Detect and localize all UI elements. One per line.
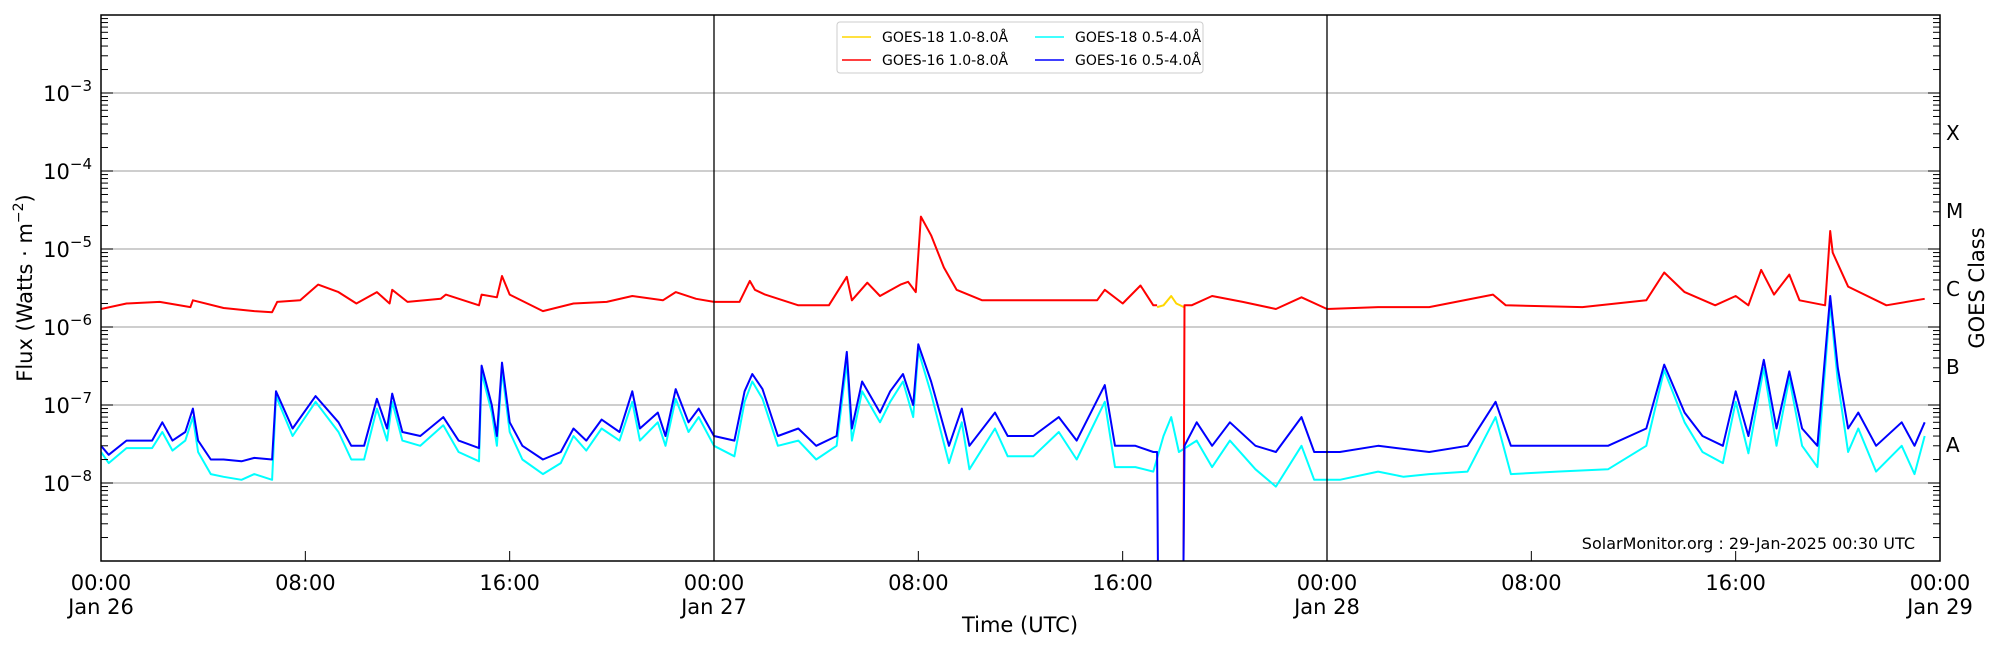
plot-frame (100, 14, 1941, 562)
goes-class-label: B (1946, 355, 1960, 379)
legend: GOES-18 1.0-8.0Å GOES-18 0.5-4.0Å GOES-16 … (836, 21, 1204, 74)
legend-label: GOES-18 0.5-4.0Å (1075, 29, 1201, 46)
x-tick-label: 16:00 (1092, 571, 1153, 595)
x-axis-label: Time (UTC) (961, 613, 1078, 637)
y-tick-label: 10−6 (43, 311, 92, 340)
y-tick-label: 10−7 (43, 389, 92, 418)
x-tick-label: 16:00 (1705, 571, 1766, 595)
x-tick-label: 16:00 (479, 571, 540, 595)
x-tick-label: 00:00 (1297, 571, 1358, 595)
legend-label: GOES-16 1.0-8.0Å (882, 52, 1008, 69)
legend-label: GOES-18 1.0-8.0Å (882, 29, 1008, 46)
x-tick-label: 00:00 (71, 571, 132, 595)
goes-class-axis-label: GOES Class (1965, 227, 1989, 348)
x-tick-label: 08:00 (888, 571, 949, 595)
x-tick-label: 00:00 (684, 571, 745, 595)
series-line (1156, 295, 1185, 309)
legend-box (836, 21, 1204, 74)
y-tick-label: 10−8 (43, 467, 92, 496)
series-line (101, 215, 1925, 561)
y-tick-label: 10−4 (43, 155, 92, 184)
x-tick-date-label: Jan 28 (1292, 595, 1360, 619)
x-tick-date-label: Jan 27 (679, 595, 747, 619)
grid-lines (101, 92, 1940, 484)
y-tick-label: 10−5 (43, 233, 92, 262)
x-tick-label: 08:00 (275, 571, 336, 595)
day-separators (713, 15, 1328, 561)
timestamp-annotation: SolarMonitor.org : 29-Jan-2025 00:30 UTC (1582, 534, 1915, 553)
x-tick-date-label: Jan 29 (1905, 595, 1973, 619)
goes-class-label: M (1946, 199, 1963, 223)
goes-class-label: C (1946, 277, 1960, 301)
series-line (101, 295, 1926, 561)
x-tick-label: 00:00 (1910, 571, 1971, 595)
legend-label: GOES-16 0.5-4.0Å (1075, 52, 1201, 69)
goes-class-label: X (1946, 121, 1960, 145)
series-lines (101, 215, 1926, 561)
y-axis-label: Flux (Watts · m−2) (11, 194, 37, 382)
x-tick-date-label: Jan 26 (66, 595, 134, 619)
series-line (101, 302, 1926, 488)
y-tick-label: 10−3 (43, 77, 92, 106)
x-tick-label: 08:00 (1501, 571, 1562, 595)
goes-class-label: A (1946, 433, 1960, 457)
